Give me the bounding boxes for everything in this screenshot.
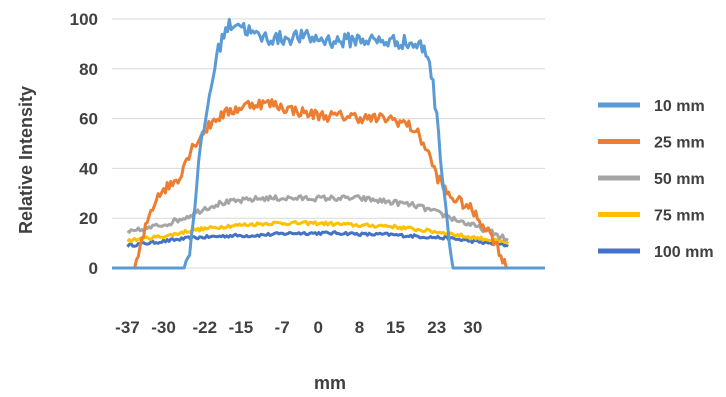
legend-label: 75 mm [654, 208, 705, 225]
y-tick-label: 20 [79, 209, 98, 228]
x-tick-label: -15 [229, 318, 254, 337]
x-axis-ticks: -37 -30 -22 -15 -7 0 8 15 23 30 [115, 318, 482, 337]
legend: 10 mm 25 mm 50 mm 75 mm 100 mm [598, 98, 714, 261]
y-axis-title: Relative Intensity [16, 86, 36, 234]
y-tick-label: 0 [89, 259, 98, 278]
series-line-10-mm [112, 17, 545, 270]
legend-label: 10 mm [654, 98, 705, 115]
gridlines [112, 18, 545, 269]
x-tick-label: -7 [275, 318, 290, 337]
legend-label: 25 mm [654, 135, 705, 152]
series-line-50-mm [126, 194, 509, 242]
x-axis-title: mm [314, 373, 346, 393]
y-tick-label: 80 [79, 60, 98, 79]
x-tick-label: 23 [427, 318, 446, 337]
x-tick-label: 0 [313, 318, 322, 337]
x-tick-label: 8 [355, 318, 364, 337]
y-axis-ticks: 0 20 40 60 80 100 [70, 10, 98, 278]
x-tick-label: -30 [151, 318, 176, 337]
y-tick-label: 100 [70, 10, 98, 29]
y-tick-label: 60 [79, 110, 98, 129]
x-tick-label: -37 [115, 318, 140, 337]
legend-label: 100 mm [654, 244, 714, 261]
series-lines [112, 17, 545, 270]
x-tick-label: 30 [463, 318, 482, 337]
x-tick-label: 15 [386, 318, 405, 337]
x-tick-label: -22 [192, 318, 217, 337]
y-tick-label: 40 [79, 159, 98, 178]
legend-label: 50 mm [654, 171, 705, 188]
